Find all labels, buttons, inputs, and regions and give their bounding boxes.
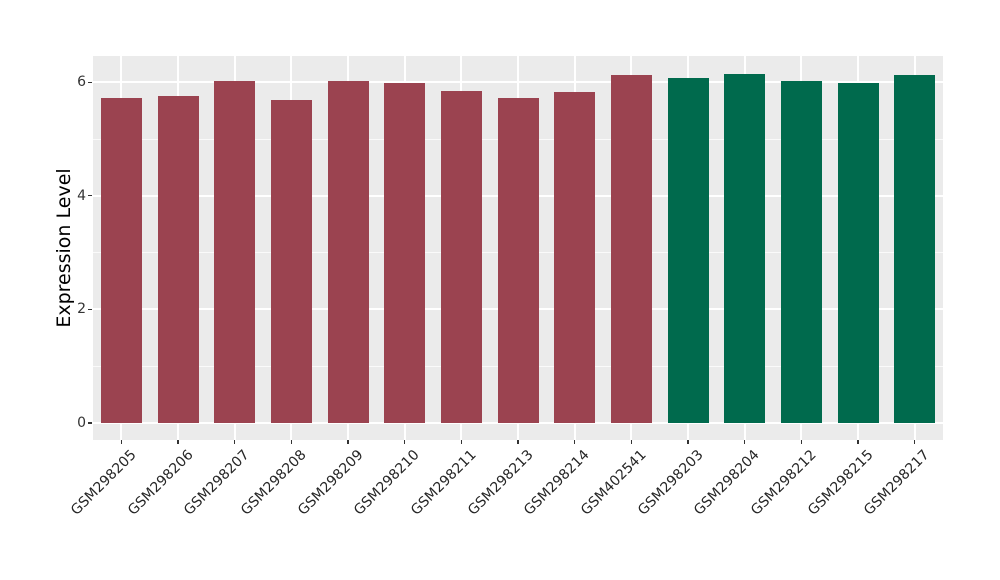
x-tick-mark-GSM298209 — [347, 440, 349, 444]
x-tick-mark-GSM298204 — [743, 440, 746, 444]
bar-GSM298206 — [157, 96, 199, 423]
bar-GSM298210 — [384, 83, 426, 423]
x-tick-mark-GSM298207 — [233, 440, 236, 444]
x-tick-mark-GSM298208 — [290, 440, 293, 444]
x-tick-mark-GSM298205 — [120, 440, 123, 444]
bar-GSM298213 — [497, 97, 539, 423]
x-tick-mark-GSM298213 — [517, 440, 519, 444]
bar-GSM298215 — [837, 83, 879, 423]
x-tick-mark-GSM298214 — [573, 440, 576, 444]
x-tick-mark-GSM298215 — [857, 440, 859, 444]
bar-GSM298205 — [100, 98, 142, 423]
y-tick-label-2: 2 — [77, 301, 86, 318]
bar-GSM402541 — [610, 74, 652, 423]
x-tick-mark-GSM298212 — [800, 440, 803, 444]
bar-GSM298217 — [894, 75, 936, 423]
x-tick-mark-GSM298206 — [177, 440, 179, 444]
y-tick-mark-2 — [88, 308, 92, 311]
x-tick-mark-GSM298203 — [687, 440, 689, 444]
x-tick-mark-GSM298210 — [403, 440, 406, 444]
y-tick-mark-0 — [88, 422, 92, 424]
x-tick-mark-GSM298217 — [913, 440, 916, 444]
x-tick-mark-GSM298211 — [460, 440, 463, 444]
bar-GSM298208 — [270, 99, 312, 423]
bar-GSM298203 — [667, 78, 709, 423]
bar-GSM298209 — [327, 81, 369, 423]
y-tick-mark-4 — [88, 195, 92, 197]
bar-GSM298214 — [554, 92, 596, 423]
y-tick-label-4: 4 — [77, 187, 86, 204]
y-tick-label-6: 6 — [77, 74, 86, 91]
bar-GSM298204 — [724, 73, 766, 423]
x-tick-mark-GSM402541 — [630, 440, 633, 444]
plot-panel — [93, 56, 943, 440]
bar-GSM298212 — [780, 80, 822, 423]
bar-GSM298207 — [214, 81, 256, 423]
bar-GSM298211 — [440, 91, 482, 423]
y-tick-label-0: 0 — [77, 415, 86, 431]
y-tick-mark-6 — [88, 81, 92, 83]
